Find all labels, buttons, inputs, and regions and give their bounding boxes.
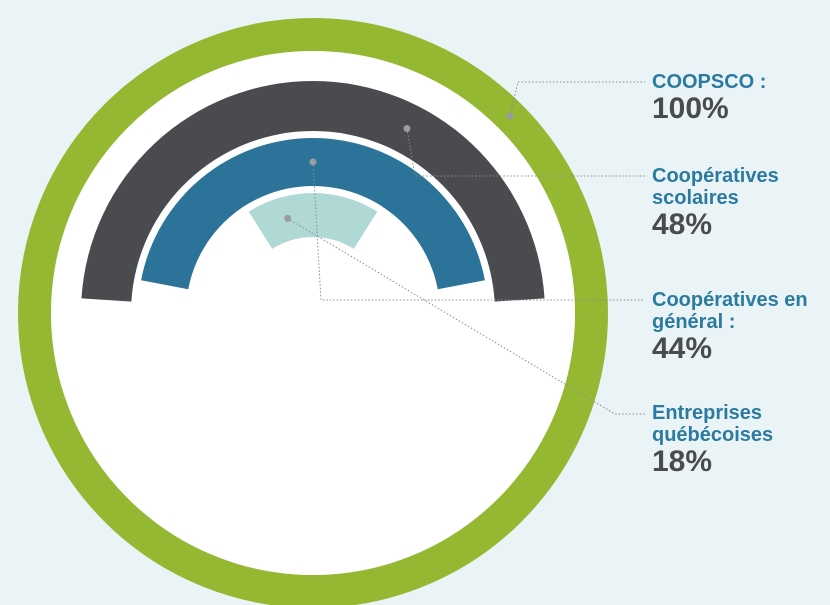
radial-bar-cooperatives-en-general — [141, 137, 485, 290]
legend-label-cooperatives-scolaires: Coopératives scolaires — [652, 165, 779, 209]
legend-label-entreprises-quebecoises: Entreprises québécoises — [652, 402, 774, 446]
leader-dot-cooperatives-scolaires — [403, 125, 411, 133]
leader-lines — [284, 81, 645, 415]
legend-item-entreprises-quebecoises: Entreprises québécoises 18% — [652, 402, 830, 477]
radial-bar-cooperatives-scolaires — [81, 80, 545, 302]
leader-line-cooperatives-en-general — [312, 161, 645, 301]
legend-item-cooperatives-scolaires: Coopératives scolaires 48% — [652, 165, 830, 240]
legend-label-cooperatives-en-general: Coopératives en général : — [652, 289, 808, 333]
chart-arcs — [18, 18, 608, 605]
leader-line-coopsco — [509, 81, 645, 117]
legend-value-cooperatives-en-general: 44% — [652, 332, 713, 365]
leader-dot-entreprises-quebecoises — [284, 214, 292, 222]
radial-bar-entreprises-quebecoises — [248, 193, 378, 249]
legend-label-coopsco: COOPSCO : — [652, 71, 767, 93]
legend-value-cooperatives-scolaires: 48% — [652, 208, 713, 241]
leader-dot-coopsco — [506, 112, 514, 120]
legend-item-cooperatives-en-general: Coopératives en général : 44% — [652, 289, 830, 364]
legend-value-coopsco: 100% — [652, 92, 729, 125]
radial-bar-coopsco — [18, 18, 608, 605]
legend-item-coopsco: COOPSCO : 100% — [652, 71, 830, 124]
legend-value-entreprises-quebecoises: 18% — [652, 445, 713, 478]
leader-line-entreprises-quebecoises — [287, 217, 645, 415]
leader-dot-cooperatives-en-general — [309, 158, 317, 166]
